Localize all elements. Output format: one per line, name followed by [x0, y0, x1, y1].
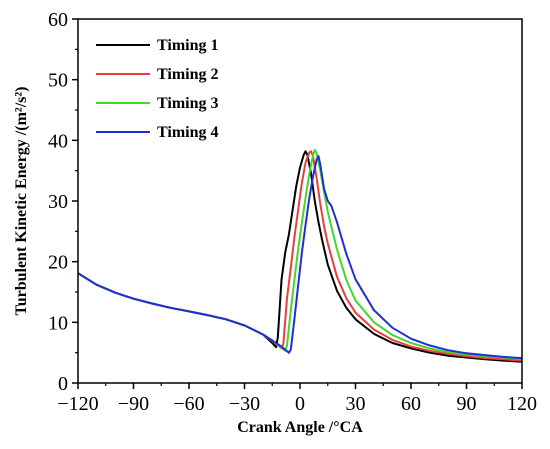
- series-line-timing-1: [77, 150, 523, 363]
- series-line-timing-3: [77, 149, 523, 360]
- x-tick-label: −30: [229, 393, 260, 415]
- y-tick-label: 60: [48, 9, 68, 31]
- y-tick-label: 30: [48, 191, 68, 213]
- series-line-timing-4: [77, 155, 523, 360]
- x-tick-label: −90: [118, 393, 149, 415]
- legend-label-timing-1: Timing 1: [157, 37, 219, 54]
- x-tick-label: 0: [295, 393, 305, 415]
- y-tick-label: 40: [48, 130, 68, 152]
- legend: Timing 1 Timing 2 Timing 3 Timing 4: [96, 37, 219, 141]
- legend-label-timing-3: Timing 3: [157, 95, 219, 112]
- x-axis-ticks: −120 −90 −60 −30 0 30 60 90 120: [57, 383, 537, 415]
- legend-label-timing-2: Timing 2: [157, 66, 219, 83]
- x-tick-label: −60: [173, 393, 204, 415]
- series-line-timing-2: [77, 150, 523, 362]
- y-tick-label: 50: [48, 70, 68, 92]
- y-tick-label: 20: [48, 252, 68, 274]
- x-tick-label: 120: [507, 393, 537, 415]
- y-axis-title: Turbulent Kinetic Energy /(m²/s²): [13, 86, 30, 315]
- x-tick-label: 60: [401, 393, 421, 415]
- x-axis-title: Crank Angle /°CA: [237, 419, 363, 436]
- x-tick-label: 30: [346, 393, 366, 415]
- y-tick-label: 0: [58, 373, 68, 395]
- series-layer: [77, 149, 523, 363]
- y-axis-ticks: 0 10 20 30 40 50 60: [48, 9, 78, 395]
- y-tick-label: 10: [48, 312, 68, 334]
- x-tick-label: 90: [457, 393, 477, 415]
- legend-label-timing-4: Timing 4: [157, 124, 219, 141]
- x-tick-label: −120: [57, 393, 98, 415]
